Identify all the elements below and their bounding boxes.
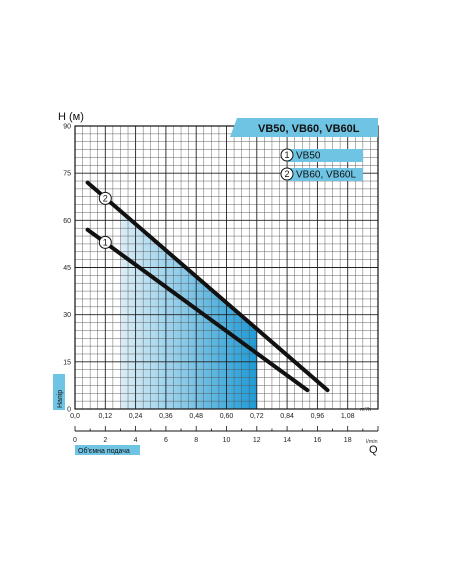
x-primary-tick-label: 0,60 — [220, 413, 234, 420]
x-secondary-tag: Об'ємна подача — [78, 447, 130, 455]
legend-item-bg-1 — [286, 149, 363, 162]
x-primary-tick-label: 0,48 — [189, 413, 203, 420]
series-line-1 — [85, 227, 310, 393]
x-primary-tick-label: 0,12 — [98, 413, 112, 420]
x-primary-unit: m³/h — [360, 407, 371, 413]
y-tick-label: 90 — [63, 124, 71, 131]
y-axis-title: H (м) — [58, 111, 84, 123]
x-primary-tick-label: 0,24 — [129, 413, 143, 420]
series-layer: 12 — [85, 180, 330, 393]
x-secondary-tick-label: 18 — [344, 437, 352, 444]
x-secondary-tick-label: 6 — [164, 437, 168, 444]
x-primary-tick-label: 0,84 — [280, 413, 294, 420]
legend-item-marker-label-1: 1 — [284, 150, 289, 160]
x-primary-tick-label: 0,36 — [159, 413, 173, 420]
y-tick-label: 75 — [63, 171, 71, 178]
title-banner-bg — [230, 118, 378, 137]
x-secondary-tick-label: 4 — [134, 437, 138, 444]
legend-item-label-2: VB60, VB60L — [296, 170, 356, 181]
y-side-tag: Напір — [56, 390, 64, 408]
x-primary-tick-label: 0,96 — [311, 413, 325, 420]
x-secondary-tick-label: 10 — [223, 437, 231, 444]
plot-frame — [74, 125, 379, 410]
legend-item-bg-2 — [286, 168, 363, 181]
y-tick-label: 60 — [63, 218, 71, 225]
x-secondary-tick-label: 2 — [103, 437, 107, 444]
x-axis-primary: 0,0 0,12 0,24 0,36 0,48 0,60 0,72 0,84 0,96 1,08 … — [70, 407, 371, 420]
chart-title: VB50, VB60, VB60L — [258, 123, 360, 135]
y-tick-label: 0 — [67, 407, 71, 414]
x-primary-tick-labels: 0,0 0,12 0,24 0,36 0,48 0,60 0,72 0,84 0,96 1,08 — [70, 413, 354, 420]
x-secondary-tick-label: 8 — [194, 437, 198, 444]
x-primary-tick-label: 0,72 — [250, 413, 264, 420]
x-secondary-tick-label: 12 — [253, 437, 261, 444]
x-secondary-tick-label: 0 — [73, 437, 77, 444]
legend-item-label-1: VB50 — [296, 151, 321, 162]
x-primary-tick-label: 1,08 — [341, 413, 355, 420]
series-marker-1 — [98, 235, 112, 249]
series-marker-label-2: 2 — [103, 194, 108, 204]
y-tick-label: 15 — [63, 359, 71, 366]
chart-title-banner: VB50, VB60, VB60L — [230, 118, 378, 137]
series-marker-2 — [98, 191, 112, 205]
x-primary-tick-label: 0,0 — [70, 413, 80, 420]
x-secondary-tick-label: 14 — [283, 437, 291, 444]
legend: 1 VB50 2 VB60, VB60L — [280, 148, 363, 181]
y-tick-label: 45 — [63, 265, 71, 272]
series-line-2 — [85, 180, 330, 393]
legend-item-marker-2 — [280, 167, 294, 181]
legend-item-marker-1 — [280, 148, 294, 162]
y-axis: H (м) 0 15 30 45 60 75 90 Напір — [53, 111, 84, 414]
x-secondary-tick-label: 16 — [314, 437, 322, 444]
series-marker-label-1: 1 — [103, 238, 108, 248]
y-tick-label: 30 — [63, 312, 71, 319]
x-secondary-tag-bg — [75, 445, 140, 455]
y-side-tag-bg — [53, 374, 65, 410]
legend-item-marker-label-2: 2 — [284, 169, 289, 179]
x-axis-title: Q — [369, 444, 378, 456]
y-tick-labels: 0 15 30 45 60 75 90 — [63, 124, 71, 414]
x-secondary-unit: l/min — [366, 439, 378, 445]
x-axis-secondary: 0 2 4 6 8 10 12 14 16 18 l/min Об'ємна подача Q — [73, 426, 379, 456]
x-secondary-tick-labels: 0 2 4 6 8 10 12 14 16 18 — [73, 426, 379, 444]
plot-area: 12 — [74, 125, 379, 410]
